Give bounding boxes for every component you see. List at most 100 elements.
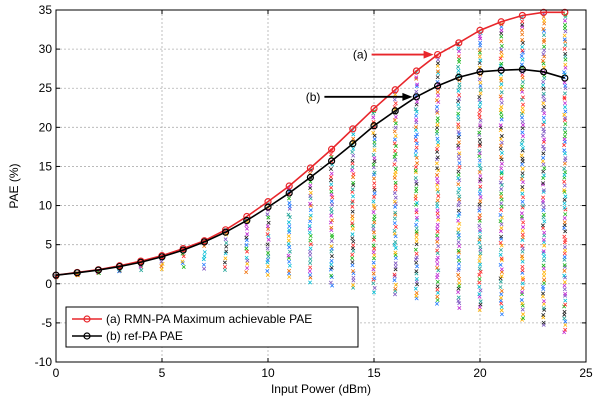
scatter-x-marker [478,184,483,189]
x-axis-label: Input Power (dBm) [271,382,371,396]
scatter-x-marker [499,208,504,213]
scatter-x-marker [478,302,483,307]
scatter-x-marker [181,254,186,259]
scatter-x-marker [542,230,547,235]
scatter-x-marker [498,229,503,234]
scatter-x-marker [520,166,525,171]
scatter-x-marker [563,43,568,48]
scatter-x-marker [434,301,439,306]
scatter-x-marker [562,151,567,156]
scatter-x-marker [457,280,462,285]
scatter-x-marker [563,101,567,106]
scatter-x-marker [180,259,185,264]
scatter-x-marker [499,171,504,176]
scatter-x-marker [456,295,461,300]
scatter-x-marker [520,286,525,291]
scatter-x-marker [265,212,270,217]
series-0-point [434,50,442,59]
scatter-x-marker [308,190,313,195]
scatter-x-marker [520,156,525,161]
scatter-x-marker [329,233,334,238]
scatter-x-marker [435,236,440,241]
scatter-x-marker [478,40,483,45]
scatter-x-marker [371,230,376,235]
scatter-x-marker [562,201,567,206]
scatter-x-marker [351,269,355,274]
scatter-x-marker [329,239,334,244]
series-0-point [412,67,420,75]
scatter-x-marker [541,299,546,304]
scatter-x-marker [521,220,526,225]
scatter-x-marker [286,234,291,239]
scatter-x-marker [542,173,546,178]
scatter-x-marker [519,298,524,302]
scatter-x-marker [413,138,418,143]
scatter-x-marker [266,220,271,225]
scatter-x-marker [498,279,503,284]
scatter-x-marker [372,143,377,148]
scatter-x-marker [520,307,525,312]
scatter-x-marker [329,265,334,270]
scatter-x-marker [372,148,377,153]
scatter-x-marker [542,219,547,224]
scatter-x-marker [181,264,186,269]
scatter-x-marker [519,214,524,219]
scatter-x-marker [563,298,568,303]
scatter-x-marker [435,208,440,213]
y-tick-label: 15 [39,159,53,173]
scatter-x-marker [456,208,461,213]
annotation-label-0: (a) [353,48,368,62]
scatter-x-marker [562,287,567,292]
scatter-x-marker [393,224,398,229]
scatter-x-marker [499,292,504,297]
scatter-x-marker [562,179,567,184]
scatter-x-marker [435,116,440,121]
scatter-x-marker [351,153,356,158]
scatter-x-marker [413,149,418,154]
scatter-x-marker [541,182,545,187]
scatter-x-marker [456,254,461,259]
scatter-x-marker [457,258,462,263]
scatter-x-marker [372,276,377,281]
scatter-x-marker [286,238,291,243]
scatter-x-marker [329,262,334,267]
scatter-x-marker [224,249,229,254]
scatter-x-marker [499,105,504,109]
scatter-x-marker [415,132,419,137]
scatter-x-marker [541,79,546,84]
scatter-x-marker [499,47,504,52]
scatter-x-marker [287,201,292,205]
scatter-x-marker [562,126,567,131]
scatter-x-marker [435,155,440,160]
scatter-x-marker [499,34,504,39]
scatter-x-marker [392,242,397,247]
scatter-x-marker [541,320,546,325]
series-1-point [412,93,420,101]
scatter-x-marker [435,284,440,289]
scatter-x-marker [563,194,568,199]
scatter-x-marker [520,301,525,306]
scatter-x-marker [393,256,398,261]
scatter-x-marker [351,194,355,199]
scatter-x-marker [371,271,376,276]
scatter-x-marker [519,97,524,102]
scatter-x-marker [563,238,568,242]
y-tick-label: 20 [39,120,53,134]
scatter-x-marker [499,197,504,202]
scatter-x-marker [562,46,567,51]
scatter-x-marker [477,202,482,207]
scatter-x-marker [413,194,418,199]
scatter-x-marker [542,137,547,142]
scatter-x-marker [457,244,462,249]
scatter-x-marker [521,123,526,127]
scatter-x-marker [499,222,504,227]
scatter-x-marker [499,28,504,33]
scatter-x-marker [308,252,313,257]
scatter-x-marker [499,100,504,105]
scatter-x-marker [499,194,504,199]
scatter-x-marker [456,248,461,253]
scatter-x-marker [266,251,271,256]
scatter-x-marker [562,197,567,202]
scatter-x-marker [350,187,355,192]
scatter-x-marker [520,264,525,269]
